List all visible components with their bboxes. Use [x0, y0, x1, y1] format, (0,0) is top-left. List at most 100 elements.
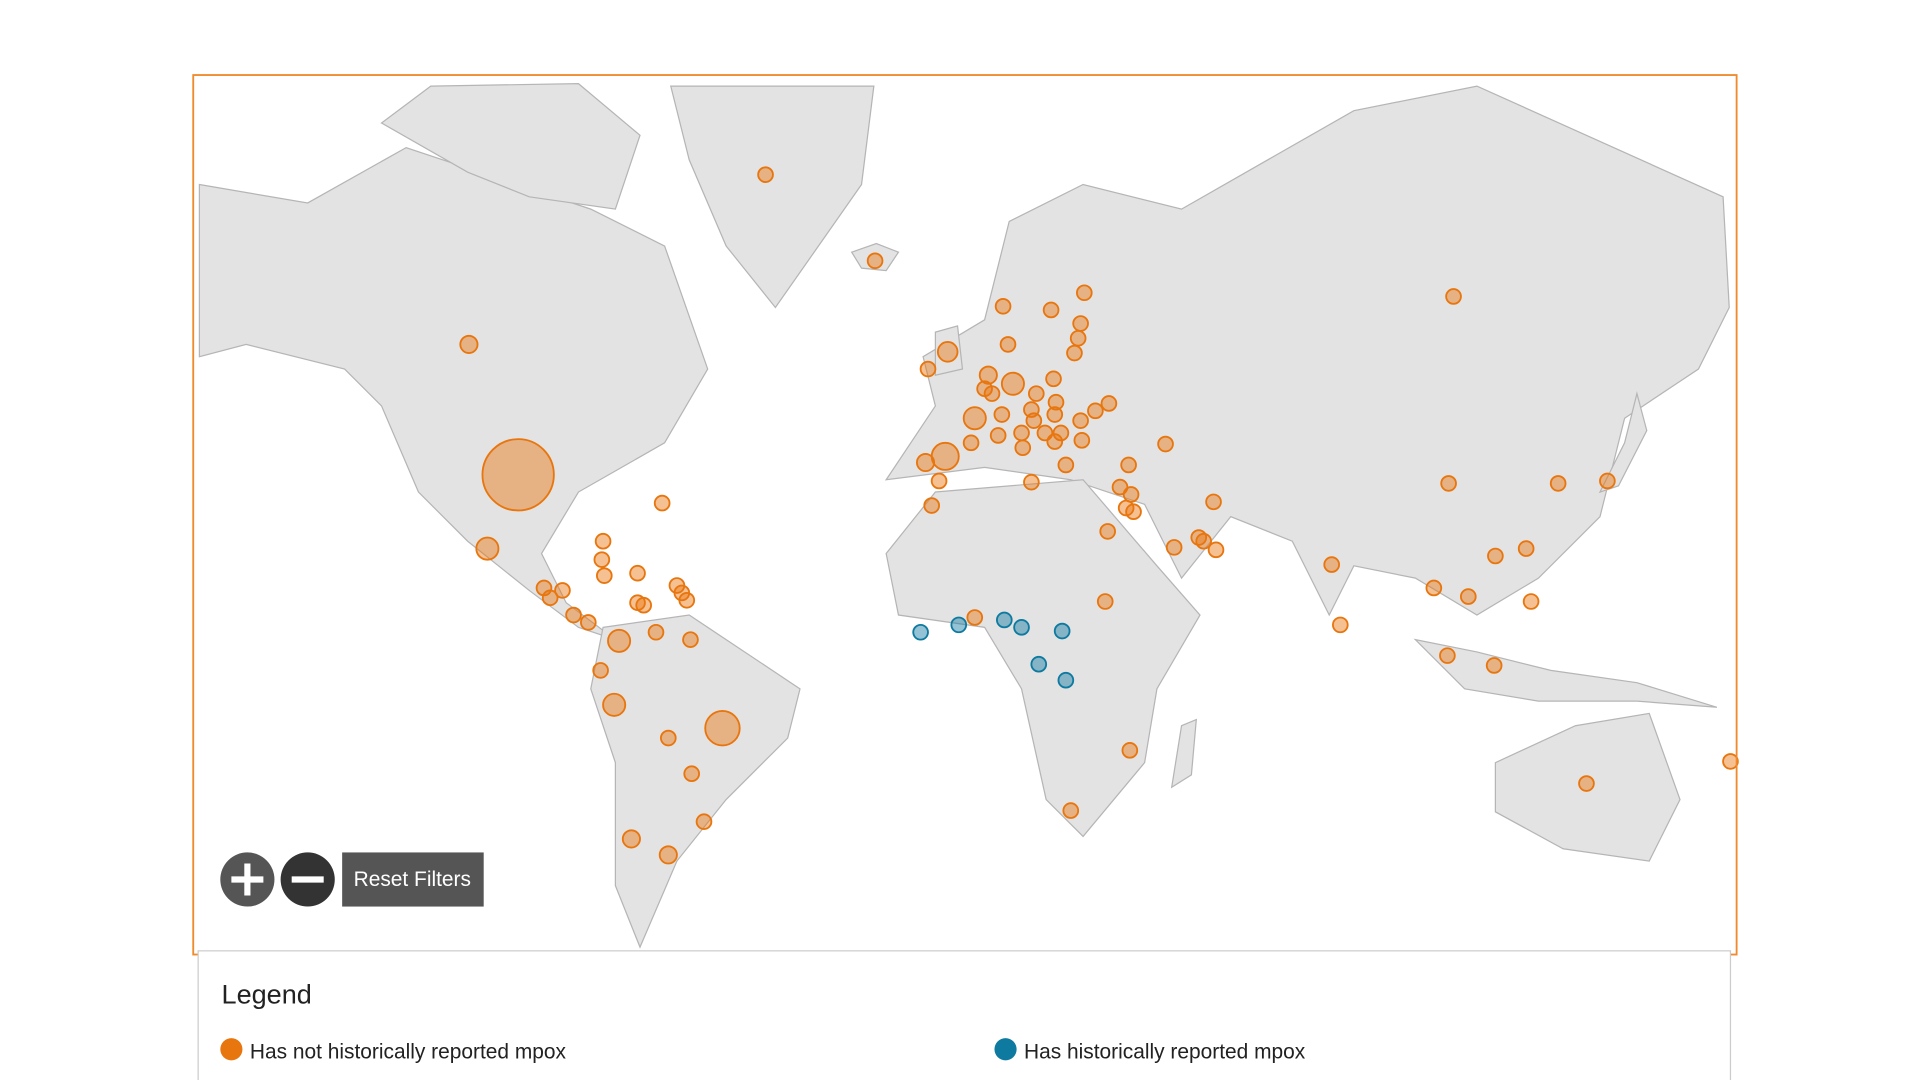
iceland — [850, 242, 900, 272]
legend-label: Has not historically reported mpox — [250, 1040, 567, 1063]
reset-button[interactable] — [342, 852, 484, 907]
country-marker — [580, 614, 597, 631]
legend-items: Has not historically reported mpox Has hi… — [220, 1038, 1306, 1063]
zoom-in-button[interactable] — [220, 852, 275, 907]
country-marker — [1052, 424, 1070, 442]
country-marker — [912, 623, 929, 641]
country-marker — [653, 494, 671, 512]
reset-label[interactable]: Reset Filters — [354, 868, 471, 891]
country-marker — [594, 532, 612, 550]
country-marker — [1578, 775, 1595, 792]
country-marker — [962, 434, 980, 452]
country-marker — [1072, 412, 1089, 429]
country-marker — [1028, 385, 1045, 402]
country-marker — [950, 616, 968, 634]
madagascar — [1170, 718, 1198, 789]
country-marker — [1722, 753, 1739, 770]
country-marker — [695, 813, 713, 830]
country-marker — [682, 631, 699, 648]
country-marker — [962, 406, 987, 431]
country-marker — [1100, 395, 1118, 412]
country-marker — [1207, 541, 1225, 559]
zoom-out-button[interactable] — [280, 852, 335, 907]
country-marker — [1445, 288, 1462, 305]
indonesia — [1413, 638, 1718, 708]
country-marker — [916, 452, 936, 473]
country-marker — [660, 729, 677, 747]
country-marker — [1030, 655, 1048, 673]
country-marker — [596, 567, 613, 584]
country-marker — [1023, 473, 1040, 491]
country-marker — [993, 406, 1011, 423]
country-marker — [1195, 532, 1213, 550]
country-marker — [966, 609, 984, 626]
country-marker — [1323, 556, 1341, 573]
country-marker — [930, 441, 960, 471]
country-marker — [1460, 588, 1477, 605]
country-marker — [1066, 344, 1083, 362]
north-america — [198, 146, 709, 641]
country-marker — [459, 334, 479, 354]
country-marker — [1069, 329, 1087, 347]
country-marker — [1014, 439, 1032, 457]
country-marker — [1549, 475, 1567, 492]
country-marker — [1332, 616, 1349, 634]
world-map — [198, 83, 1730, 949]
country-marker — [1165, 539, 1183, 556]
country-marker — [757, 166, 774, 183]
country-marker — [635, 596, 652, 614]
uk — [934, 325, 964, 376]
country-marker — [936, 341, 959, 363]
australia — [1494, 712, 1681, 862]
country-marker — [1087, 402, 1104, 420]
legend-label: Has historically reported mpox — [1024, 1040, 1306, 1063]
country-marker — [1121, 742, 1139, 759]
country-marker — [1072, 315, 1089, 332]
country-marker — [1053, 622, 1071, 640]
legend-box — [197, 950, 1732, 1080]
country-marker — [565, 606, 582, 624]
country-marker — [1205, 493, 1222, 511]
country-marker — [1013, 619, 1030, 636]
country-marker — [1045, 370, 1062, 388]
country-marker — [983, 385, 1001, 402]
country-marker — [1425, 579, 1443, 597]
country-marker — [1157, 435, 1174, 453]
country-marker — [704, 710, 741, 747]
country-marker — [1439, 647, 1456, 664]
country-marker — [999, 336, 1017, 353]
country-marker — [923, 497, 940, 514]
country-marker — [1073, 432, 1091, 449]
arctic-islands — [380, 83, 641, 210]
country-marker — [1057, 671, 1075, 689]
japan — [1598, 391, 1648, 494]
country-marker — [621, 829, 641, 849]
country-marker — [1599, 472, 1616, 490]
country-marker — [629, 564, 646, 582]
country-marker — [994, 297, 1012, 315]
country-marker — [592, 662, 609, 679]
markers — [459, 166, 1739, 865]
country-marker — [1000, 371, 1025, 396]
country-marker — [658, 845, 678, 865]
country-marker — [930, 472, 948, 490]
country-marker — [1125, 503, 1142, 521]
country-marker — [1057, 456, 1075, 474]
country-marker — [1046, 406, 1064, 423]
country-marker — [647, 623, 665, 641]
legend-title: Legend — [222, 980, 312, 1010]
country-marker — [1099, 523, 1117, 540]
country-marker — [866, 252, 884, 270]
country-marker — [602, 692, 627, 717]
country-marker — [919, 360, 937, 378]
country-marker — [978, 365, 998, 385]
legend-swatch — [994, 1038, 1017, 1061]
country-marker — [607, 628, 632, 653]
country-marker — [989, 427, 1007, 444]
country-marker — [1046, 433, 1064, 450]
country-marker — [1047, 393, 1065, 411]
country-marker — [1522, 593, 1540, 610]
country-marker — [1096, 593, 1114, 610]
country-marker — [1517, 540, 1535, 557]
